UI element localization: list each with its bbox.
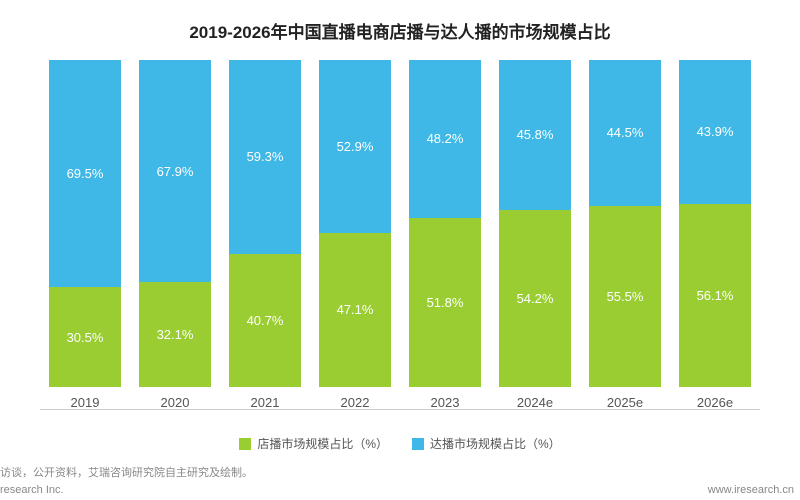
legend-item: 达播市场规模占比（%） (412, 435, 561, 452)
bar-segment: 54.2% (499, 210, 571, 387)
x-axis-label: 2020 (161, 395, 190, 410)
x-axis-line (40, 409, 760, 410)
bar-stack: 56.1%43.9% (679, 60, 751, 387)
bar-segment: 51.8% (409, 218, 481, 387)
bar-segment: 30.5% (49, 287, 121, 387)
bar-segment: 56.1% (679, 204, 751, 387)
bar-segment: 44.5% (589, 60, 661, 206)
bar-stack: 47.1%52.9% (319, 60, 391, 387)
x-axis-label: 2024e (517, 395, 553, 410)
bar-segment: 40.7% (229, 254, 301, 387)
x-axis-label: 2021 (251, 395, 280, 410)
legend: 店播市场规模占比（%） 达播市场规模占比（%） (0, 435, 800, 452)
bar-stack: 51.8%48.2% (409, 60, 481, 387)
bar-group: 32.1%67.9% 2020 (136, 60, 214, 410)
x-axis-label: 2025e (607, 395, 643, 410)
bar-segment: 45.8% (499, 60, 571, 210)
legend-swatch (412, 438, 424, 450)
bar-group: 40.7%59.3% 2021 (226, 60, 304, 410)
bar-segment: 52.9% (319, 60, 391, 233)
bar-group: 55.5%44.5% 2025e (586, 60, 664, 410)
stacked-bar-chart: 30.5%69.5% 2019 32.1%67.9% 2020 40.7%59.3% 20… (40, 60, 760, 410)
legend-item: 店播市场规模占比（%） (239, 435, 388, 452)
bar-segment: 67.9% (139, 60, 211, 282)
legend-label: 店播市场规模占比（%） (257, 435, 388, 452)
bar-segment: 47.1% (319, 233, 391, 387)
bar-stack: 40.7%59.3% (229, 60, 301, 387)
legend-swatch (239, 438, 251, 450)
bar-group: 54.2%45.8% 2024e (496, 60, 574, 410)
bar-group: 30.5%69.5% 2019 (46, 60, 124, 410)
bar-segment: 69.5% (49, 60, 121, 287)
x-axis-label: 2019 (71, 395, 100, 410)
bar-stack: 54.2%45.8% (499, 60, 571, 387)
bar-stack: 30.5%69.5% (49, 60, 121, 387)
x-axis-label: 2023 (431, 395, 460, 410)
bar-segment: 55.5% (589, 206, 661, 387)
footer-left-brand: research Inc. (0, 484, 64, 496)
bar-stack: 55.5%44.5% (589, 60, 661, 387)
legend-label: 达播市场规模占比（%） (430, 435, 561, 452)
bar-stack: 32.1%67.9% (139, 60, 211, 387)
x-axis-label: 2026e (697, 395, 733, 410)
bar-group: 47.1%52.9% 2022 (316, 60, 394, 410)
bar-segment: 32.1% (139, 282, 211, 387)
source-note: 访谈，公开资料，艾瑞咨询研究院自主研究及绘制。 (0, 464, 253, 480)
chart-title: 2019-2026年中国直播电商店播与达人播的市场规模占比 (0, 0, 800, 43)
footer-right-url: www.iresearch.cn (708, 484, 794, 496)
x-axis-label: 2022 (341, 395, 370, 410)
bar-group: 56.1%43.9% 2026e (676, 60, 754, 410)
bar-segment: 48.2% (409, 60, 481, 218)
bar-group: 51.8%48.2% 2023 (406, 60, 484, 410)
bar-segment: 43.9% (679, 60, 751, 204)
bar-segment: 59.3% (229, 60, 301, 254)
